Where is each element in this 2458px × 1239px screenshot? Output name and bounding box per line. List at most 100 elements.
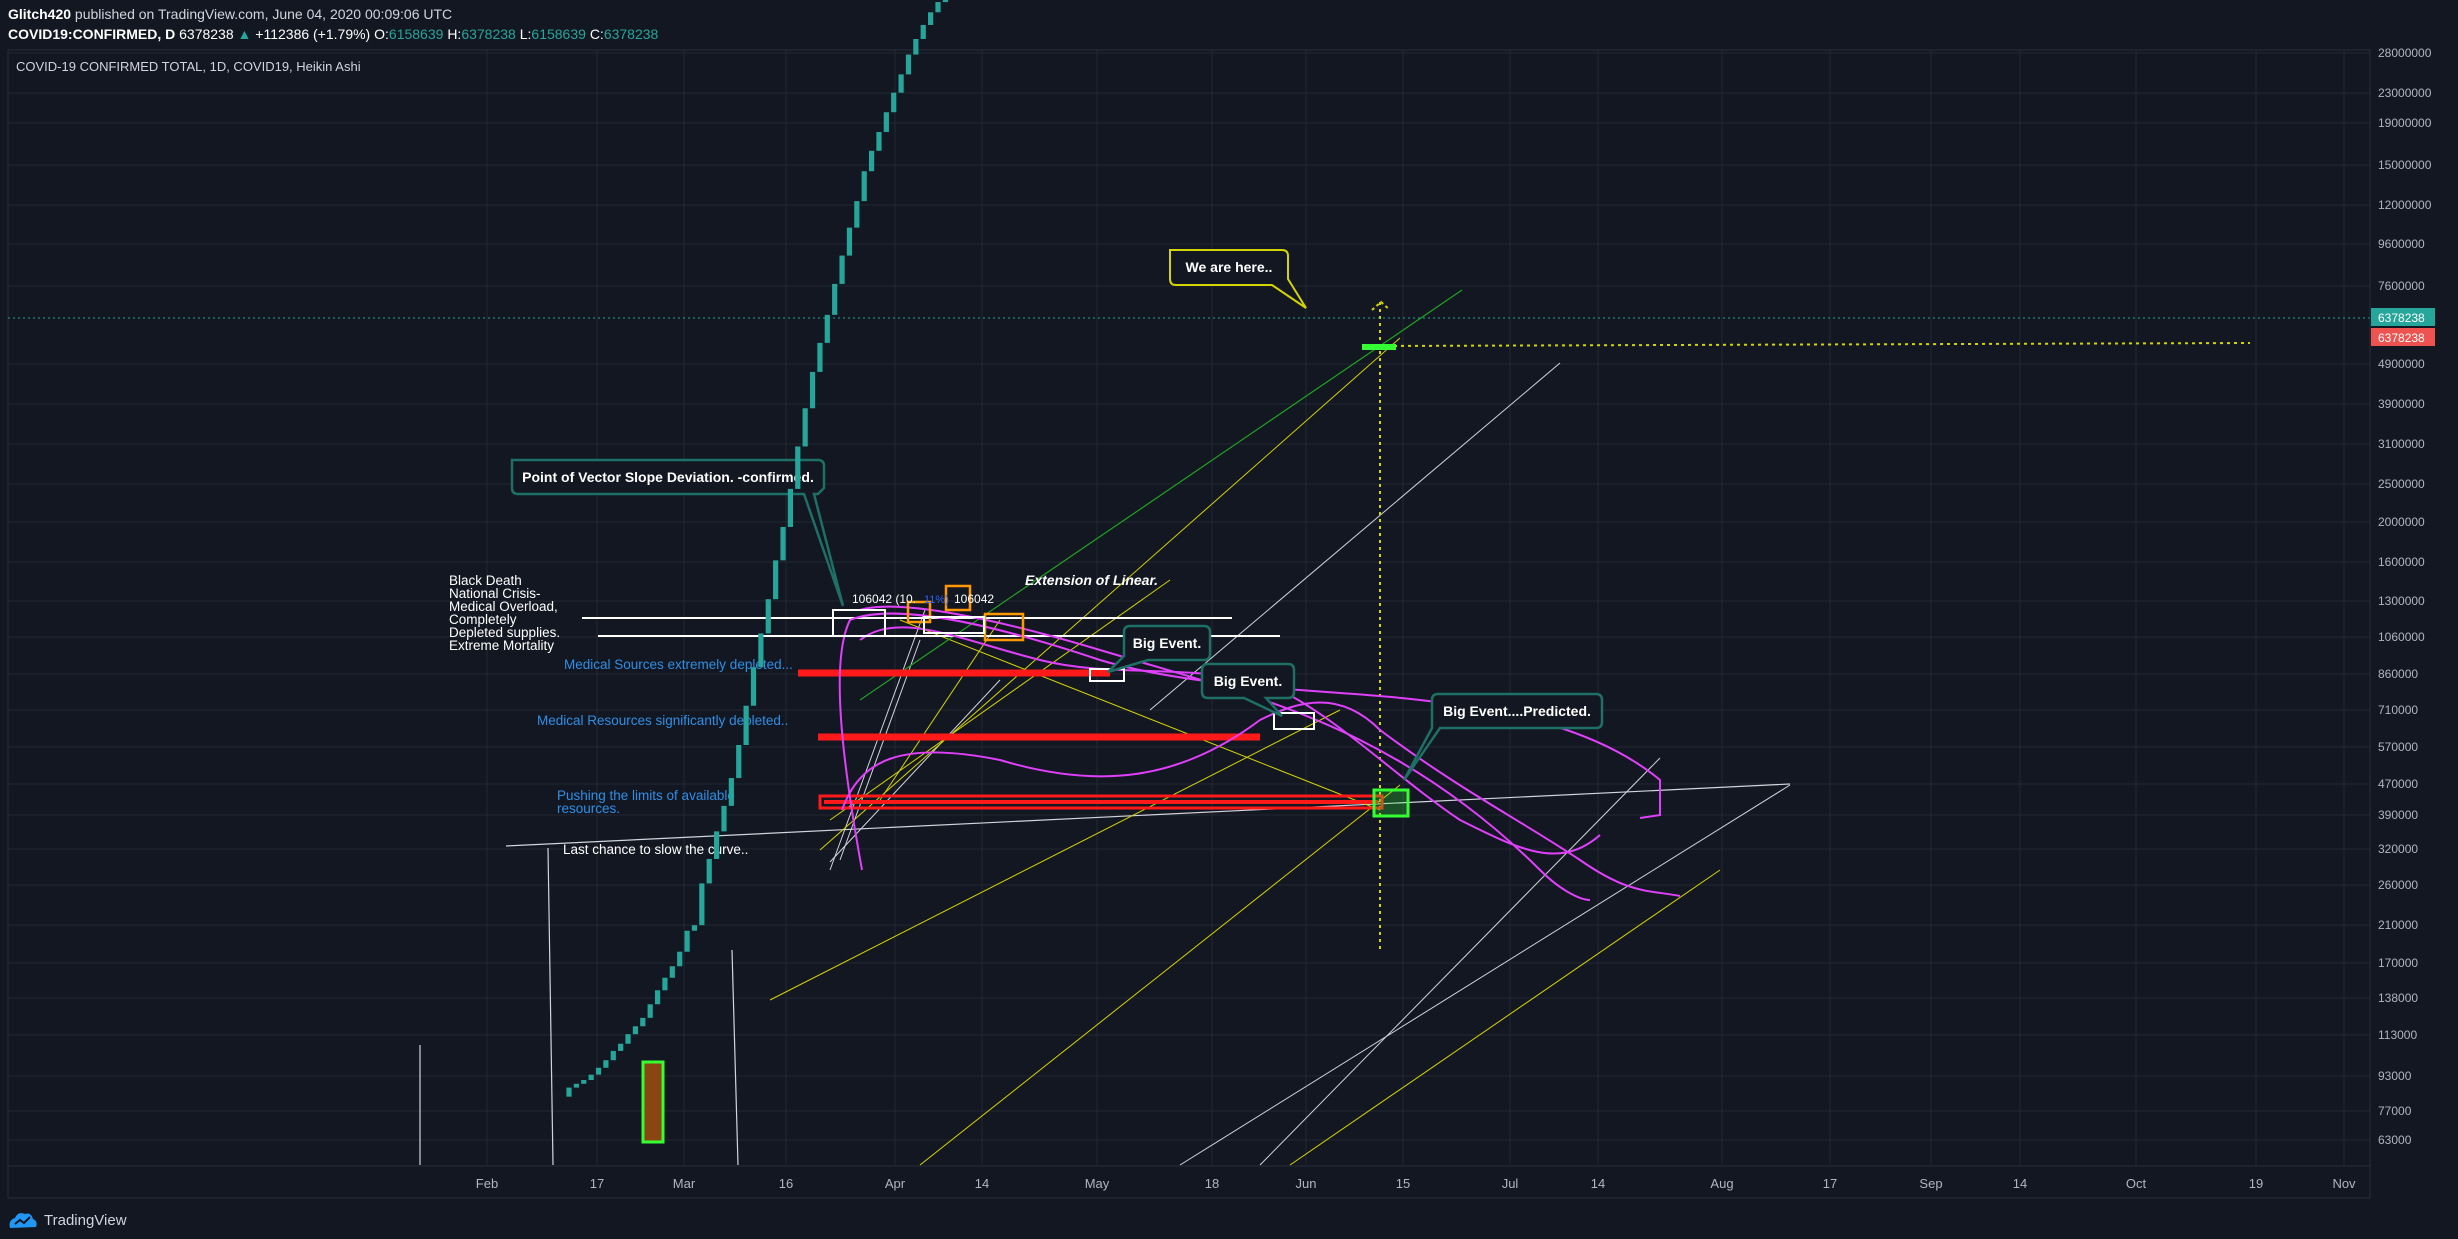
y-tick-label: 23000000 [2378, 86, 2432, 100]
callout-big-event-predicted-text: Big Event....Predicted. [1443, 703, 1591, 719]
trendline-white-4[interactable] [1259, 757, 1661, 1166]
candle [928, 12, 934, 25]
orange-box-2[interactable] [944, 584, 972, 612]
symbol-name: COVID19:CONFIRMED, D [8, 26, 176, 42]
y-tick-label: 3100000 [2378, 437, 2425, 451]
magenta-curve-2[interactable] [841, 701, 1681, 897]
x-tick-label: 19 [2249, 1176, 2263, 1191]
fan-white-3[interactable] [829, 679, 1001, 863]
x-tick-label: 17 [1823, 1176, 1837, 1191]
trendline-yellow-1[interactable] [819, 337, 1401, 851]
candle [566, 1087, 572, 1097]
candle [677, 951, 683, 967]
y-tick-label: 3900000 [2378, 397, 2425, 411]
projection-arrow-icon [1371, 300, 1391, 311]
vertical-line-3[interactable] [731, 949, 739, 1166]
green-box-feb[interactable] [641, 1060, 665, 1144]
orange-box-1[interactable] [906, 600, 932, 624]
black-death-label: Black Death National Crisis- Medical Ove… [449, 573, 560, 653]
y-tick-label: 860000 [2378, 667, 2418, 681]
red-zone-3[interactable] [818, 794, 1384, 810]
projection-horizontal[interactable] [1379, 342, 2251, 347]
tradingview-brand[interactable]: TradingView [44, 1211, 127, 1229]
candle [573, 1083, 579, 1088]
y-tick-label: 93000 [2378, 1069, 2412, 1083]
candle [780, 526, 786, 561]
black-death-line-3: Medical Overload, [449, 599, 558, 614]
trendline-green[interactable] [859, 289, 1463, 701]
black-death-line-2: National Crisis- [449, 586, 541, 601]
candle [883, 112, 889, 132]
trendline-yellow-4[interactable] [1289, 869, 1721, 1166]
x-tick-label: 16 [779, 1176, 793, 1191]
x-tick-label: Sep [1919, 1176, 1942, 1191]
vertical-line-1[interactable] [547, 847, 554, 1166]
close-label: C: [589, 26, 604, 42]
candle [721, 805, 727, 832]
candle [581, 1080, 587, 1084]
callout-big-event-2-shape [1200, 662, 1296, 718]
green-box-predicted[interactable] [1372, 788, 1410, 818]
callout-we-are-here-shape [1169, 249, 1307, 309]
callout-vector-slope[interactable]: Point of Vector Slope Deviation. -confir… [510, 458, 845, 607]
trendline-yellow-6[interactable] [879, 619, 1001, 801]
open-label: O: [374, 26, 389, 42]
y-tick-label: 15000000 [2378, 158, 2432, 172]
candle [750, 667, 757, 706]
trendline-yellow-2[interactable] [769, 709, 1341, 1001]
candle [743, 705, 749, 745]
magenta-curve-4[interactable] [859, 605, 1591, 901]
candle [802, 408, 808, 447]
trendline-yellow-7[interactable] [899, 619, 1381, 811]
candle [640, 1017, 646, 1027]
publisher-name[interactable]: Glitch420 [8, 6, 72, 22]
price-axis[interactable]: 28000000 23000000 19000000 15000000 12000000… [2369, 46, 2432, 1198]
y-tick-label: 260000 [2378, 878, 2418, 892]
callout-big-event-predicted[interactable]: Big Event....Predicted. [1402, 692, 1604, 781]
x-tick-label: Aug [1710, 1176, 1733, 1191]
x-tick-label: Apr [885, 1176, 906, 1191]
trendline-yellow-5[interactable] [829, 579, 1171, 821]
quote-line: COVID19:CONFIRMED, D 6378238 ▲ +112386 (… [8, 26, 658, 42]
white-box-late-may[interactable] [1273, 712, 1315, 730]
candle [854, 201, 860, 228]
last-price: 6378238 [179, 26, 234, 42]
y-tick-label: 2000000 [2378, 515, 2425, 529]
white-box-apr[interactable] [923, 616, 985, 634]
candle [787, 488, 793, 527]
candle [728, 778, 734, 806]
time-axis[interactable]: Feb 17 Mar 16 Apr 14 May 18 Jun 15 Jul 14 Aug 17 Sep 14… [8, 1165, 2370, 1191]
trendline-white-3[interactable] [1179, 784, 1791, 1166]
low-label: L: [519, 26, 532, 42]
tradingview-logo-icon[interactable] [8, 1210, 38, 1230]
x-tick-label: 14 [1591, 1176, 1605, 1191]
candle [913, 38, 919, 55]
callout-big-event-2-text: Big Event. [1214, 673, 1282, 689]
publisher-line: Glitch420 published on TradingView.com, … [8, 6, 452, 22]
y-tick-label: 1300000 [2378, 594, 2425, 608]
y-tick-label: 77000 [2378, 1104, 2412, 1118]
x-tick-label: 15 [1396, 1176, 1410, 1191]
candle [765, 599, 771, 634]
prev-price-tag [2371, 328, 2435, 346]
y-tick-label: 470000 [2378, 777, 2418, 791]
white-box-may[interactable] [1089, 668, 1125, 682]
y-tick-label: 4900000 [2378, 357, 2425, 371]
trendline-yellow-3[interactable] [919, 784, 1401, 1166]
candle [817, 342, 823, 372]
y-tick-label: 113000 [2378, 1028, 2417, 1042]
callout-big-event-1[interactable]: Big Event. [1107, 624, 1212, 674]
x-tick-label: 17 [590, 1176, 604, 1191]
black-death-line-5: Depleted supplies. [449, 625, 560, 640]
callout-we-are-here[interactable]: We are here.. [1169, 249, 1307, 309]
extension-label: Extension of Linear. [1025, 572, 1158, 588]
trendline-support[interactable] [505, 783, 1791, 847]
trendline-white-2[interactable] [1149, 362, 1561, 711]
y-tick-label: 19000000 [2378, 116, 2432, 130]
change-up-icon: ▲ [237, 26, 252, 42]
last-chance-label: Last chance to slow the curve.. [563, 842, 748, 857]
candle [684, 930, 690, 952]
measure-box[interactable] [832, 609, 886, 637]
callout-big-event-2[interactable]: Big Event. [1200, 662, 1296, 718]
